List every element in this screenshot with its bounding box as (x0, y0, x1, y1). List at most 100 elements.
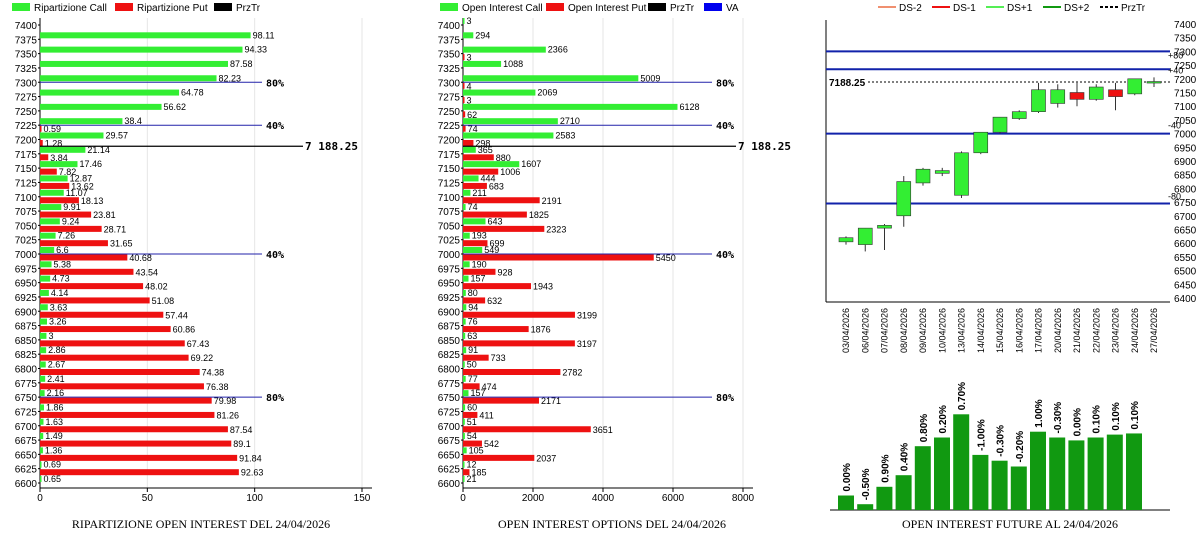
put-bar (463, 440, 482, 447)
call-bar (40, 476, 42, 482)
legend-swatch (648, 3, 666, 11)
put-value-label: 0.59 (44, 124, 62, 134)
call-value-label: 1.63 (45, 417, 63, 427)
strike-label: 7375 (15, 35, 38, 46)
future-value-label: 0.40% (900, 443, 911, 471)
y-tick-label: 7100 (1174, 102, 1197, 113)
put-bar (40, 125, 42, 132)
strike-label: 7200 (438, 136, 461, 147)
call-bar (40, 146, 86, 153)
call-bar (40, 275, 51, 282)
put-bar (463, 254, 654, 261)
y-tick-label: 7350 (1174, 34, 1197, 45)
call-bar (463, 161, 520, 168)
price-candlestick-chart: DS-2 DS-1 DS+1 DS+2 PrzTr 7400 7350 7300 7250 720… (825, 3, 1197, 353)
put-value-label: 2037 (536, 453, 556, 463)
put-value-label: 23.81 (93, 210, 116, 220)
strike-label: 6625 (15, 465, 38, 476)
call-bar (40, 361, 46, 368)
put-bar (463, 283, 532, 290)
chart-title: RIPARTIZIONE OPEN INTEREST DEL 24/04/202… (72, 517, 330, 531)
legend-swatch (546, 3, 564, 11)
call-value-label: 56.62 (164, 102, 187, 112)
put-bar (40, 469, 239, 476)
strike-label: 7075 (438, 207, 461, 218)
put-value-label: 31.65 (110, 239, 133, 249)
put-bar (463, 168, 499, 175)
call-value-label: 5.38 (54, 259, 72, 269)
strike-label: 7175 (438, 150, 461, 161)
y-tick-label: 7400 (1174, 20, 1197, 31)
put-bar (40, 383, 204, 390)
candle-body (896, 181, 912, 217)
put-value-label: 1825 (529, 210, 549, 220)
date-label: 27/04/2026 (1149, 308, 1159, 353)
candle-body (838, 237, 854, 243)
strike-label: 7325 (15, 64, 38, 75)
future-value-label: -0.50% (861, 468, 872, 500)
call-value-label: 157 (470, 388, 485, 398)
put-value-label: 928 (497, 267, 512, 277)
call-bar (40, 433, 44, 440)
y-tick-label: 7200 (1174, 75, 1197, 86)
call-value-label: 294 (475, 30, 490, 40)
call-bar (463, 232, 470, 239)
call-value-label: 549 (484, 245, 499, 255)
strike-label: 7325 (438, 64, 461, 75)
call-bar (463, 361, 465, 368)
candle-body (1011, 111, 1027, 119)
x-tick-label: 6000 (662, 493, 685, 504)
strike-label: 7400 (438, 21, 461, 32)
call-bar (463, 375, 466, 382)
put-bar (40, 182, 70, 189)
put-bar (463, 225, 545, 232)
put-value-label: 2171 (541, 396, 561, 406)
call-bar (463, 46, 546, 53)
date-label: 08/04/2026 (899, 308, 909, 353)
put-bar (463, 197, 540, 204)
legend-label: DS+2 (1064, 3, 1090, 14)
call-value-label: 77 (468, 374, 478, 384)
call-bar (463, 476, 465, 482)
call-bar (463, 390, 469, 397)
strike-label: 7250 (15, 107, 38, 118)
date-label: 23/04/2026 (1111, 308, 1121, 353)
put-bar (40, 411, 215, 418)
strike-label: 7300 (438, 78, 461, 89)
candle-body (1146, 81, 1162, 84)
strike-label: 6800 (15, 365, 38, 376)
strike-label: 6750 (438, 393, 461, 404)
date-label: 06/04/2026 (860, 308, 870, 353)
percentile-label: 80% (266, 393, 284, 404)
candle-body (1069, 92, 1085, 100)
legend-label: Ripartizione Put (137, 3, 208, 14)
y-tick-label: 6450 (1174, 280, 1197, 291)
call-value-label: 1.36 (45, 445, 63, 455)
candle-body (954, 152, 969, 196)
strike-label: 6975 (15, 264, 38, 275)
strike-label: 6850 (438, 336, 461, 347)
legend-swatch (115, 3, 133, 11)
strike-label: 6950 (15, 279, 38, 290)
przTr-label: 7 188.25 (738, 140, 791, 153)
date-label: 13/04/2026 (957, 308, 967, 353)
call-value-label: 444 (481, 173, 496, 183)
put-value-label: 57.44 (165, 310, 188, 320)
strike-label: 7025 (15, 236, 38, 247)
call-value-label: 365 (478, 145, 493, 155)
call-bar (40, 103, 162, 110)
call-value-label: 2366 (548, 45, 568, 55)
call-bar (40, 118, 123, 125)
put-bar (40, 426, 228, 433)
strike-label: 7025 (438, 236, 461, 247)
candle-body (934, 170, 950, 174)
call-bar (463, 118, 558, 125)
call-bar (40, 418, 44, 425)
future-bar (1106, 434, 1123, 510)
put-bar (40, 140, 43, 146)
future-bar (991, 460, 1008, 510)
future-value-label: 0.10% (1111, 402, 1122, 430)
strike-label: 6625 (438, 465, 461, 476)
date-label: 15/04/2026 (995, 308, 1005, 353)
put-value-label: 43.54 (135, 267, 158, 277)
